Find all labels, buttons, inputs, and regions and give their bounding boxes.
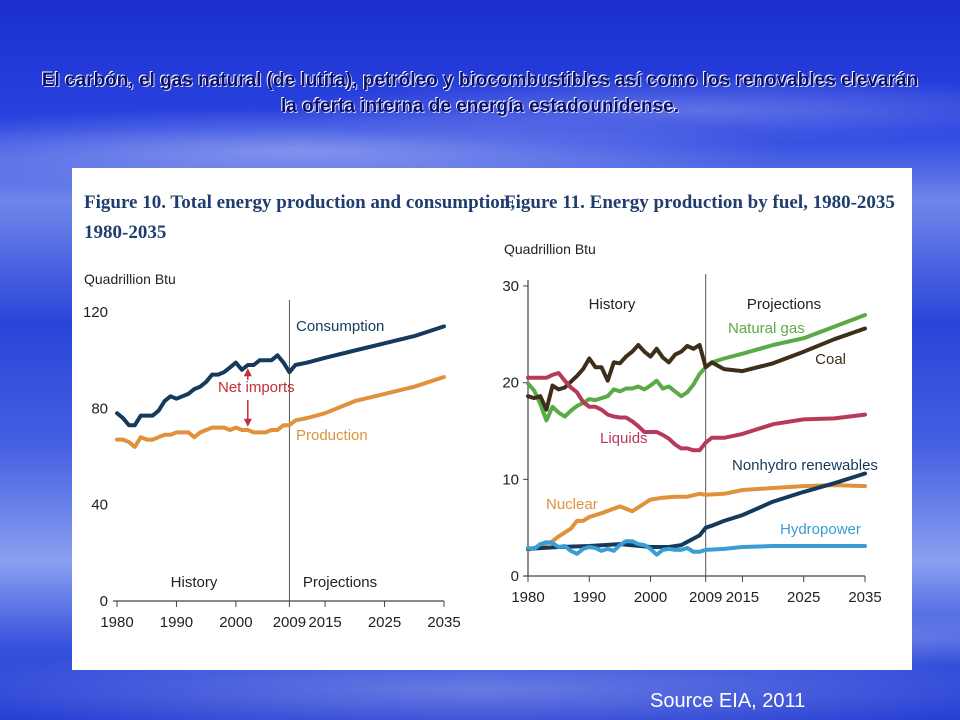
projections-label: Projections xyxy=(747,296,821,313)
consumption-label: Consumption xyxy=(296,318,384,335)
x-tick-label: 1980 xyxy=(511,589,544,606)
nonhydro-renewables-line xyxy=(526,471,867,551)
figures-svg: Figure 10. Total energy production and c… xyxy=(83,192,895,631)
liquids-label: Liquids xyxy=(600,430,648,447)
y-tick-label: 80 xyxy=(91,400,108,417)
x-tick-label: 2015 xyxy=(308,614,341,631)
x-tick-label: 1980 xyxy=(100,614,133,631)
production-line xyxy=(115,375,446,449)
net-imports-arrowhead-down xyxy=(243,418,252,427)
x-tick-label: 2009 xyxy=(689,589,722,606)
x-tick-label: 2015 xyxy=(726,589,759,606)
x-tick-label: 2025 xyxy=(368,614,401,631)
figure-10-title-line2: 1980-2035 xyxy=(84,222,166,243)
natural-gas-label: Natural gas xyxy=(728,320,805,337)
figure-panel: Figure 10. Total energy production and c… xyxy=(72,168,912,670)
hydropower-line xyxy=(526,539,867,557)
figure-11-title: Figure 11. Energy production by fuel, 19… xyxy=(504,192,895,213)
x-tick-label: 2000 xyxy=(219,614,252,631)
y-tick-label: 30 xyxy=(502,278,519,295)
production-label: Production xyxy=(296,427,368,444)
x-tick-label: 1990 xyxy=(573,589,606,606)
x-tick-label: 2025 xyxy=(787,589,820,606)
source-note: Source EIA, 2011 xyxy=(650,690,806,712)
history-label: History xyxy=(171,574,218,591)
y-tick-label: 0 xyxy=(100,593,108,610)
consumption-line xyxy=(115,324,446,428)
y-tick-label: 20 xyxy=(502,375,519,392)
y-tick-label: 120 xyxy=(83,304,108,321)
figure-11: Figure 11. Energy production by fuel, 19… xyxy=(502,192,895,606)
x-tick-label: 2000 xyxy=(634,589,667,606)
coal-line xyxy=(526,326,867,412)
y-tick-label: 0 xyxy=(511,568,519,585)
history-label: History xyxy=(589,296,636,313)
hydropower-label: Hydropower xyxy=(780,521,861,538)
x-tick-label: 2035 xyxy=(427,614,460,631)
nuclear-label: Nuclear xyxy=(546,496,598,513)
net-imports-label: Net imports xyxy=(218,379,295,396)
net-imports-arrowhead-up xyxy=(243,368,252,377)
projections-label: Projections xyxy=(303,574,377,591)
slide-title: El carbón, el gas natural (de lutita), p… xyxy=(41,70,919,117)
figure-11-plot: 0 10 20 30 1980 1990 2000 2009 2015 2025 2035 Histo… xyxy=(502,274,882,606)
x-tick-label: 1990 xyxy=(160,614,193,631)
figure-10-title-line1: Figure 10. Total energy production and c… xyxy=(84,192,515,213)
figure-11-unit-label: Quadrillion Btu xyxy=(504,241,596,257)
x-tick-label: 2035 xyxy=(848,589,881,606)
y-tick-label: 40 xyxy=(91,497,108,514)
coal-label: Coal xyxy=(815,351,846,368)
y-tick-label: 10 xyxy=(502,471,519,488)
x-tick-label: 2009 xyxy=(273,614,306,631)
nuclear-line xyxy=(526,483,867,552)
nonhydro-renewables-label: Nonhydro renewables xyxy=(732,457,878,474)
liquids-line xyxy=(526,371,867,453)
figure-10-unit-label: Quadrillion Btu xyxy=(84,271,176,287)
figure-10-plot: 0 40 80 120 1980 1990 2000 2009 2015 2025 2035 Hist… xyxy=(83,300,461,631)
figure-10: Figure 10. Total energy production and c… xyxy=(83,192,515,631)
